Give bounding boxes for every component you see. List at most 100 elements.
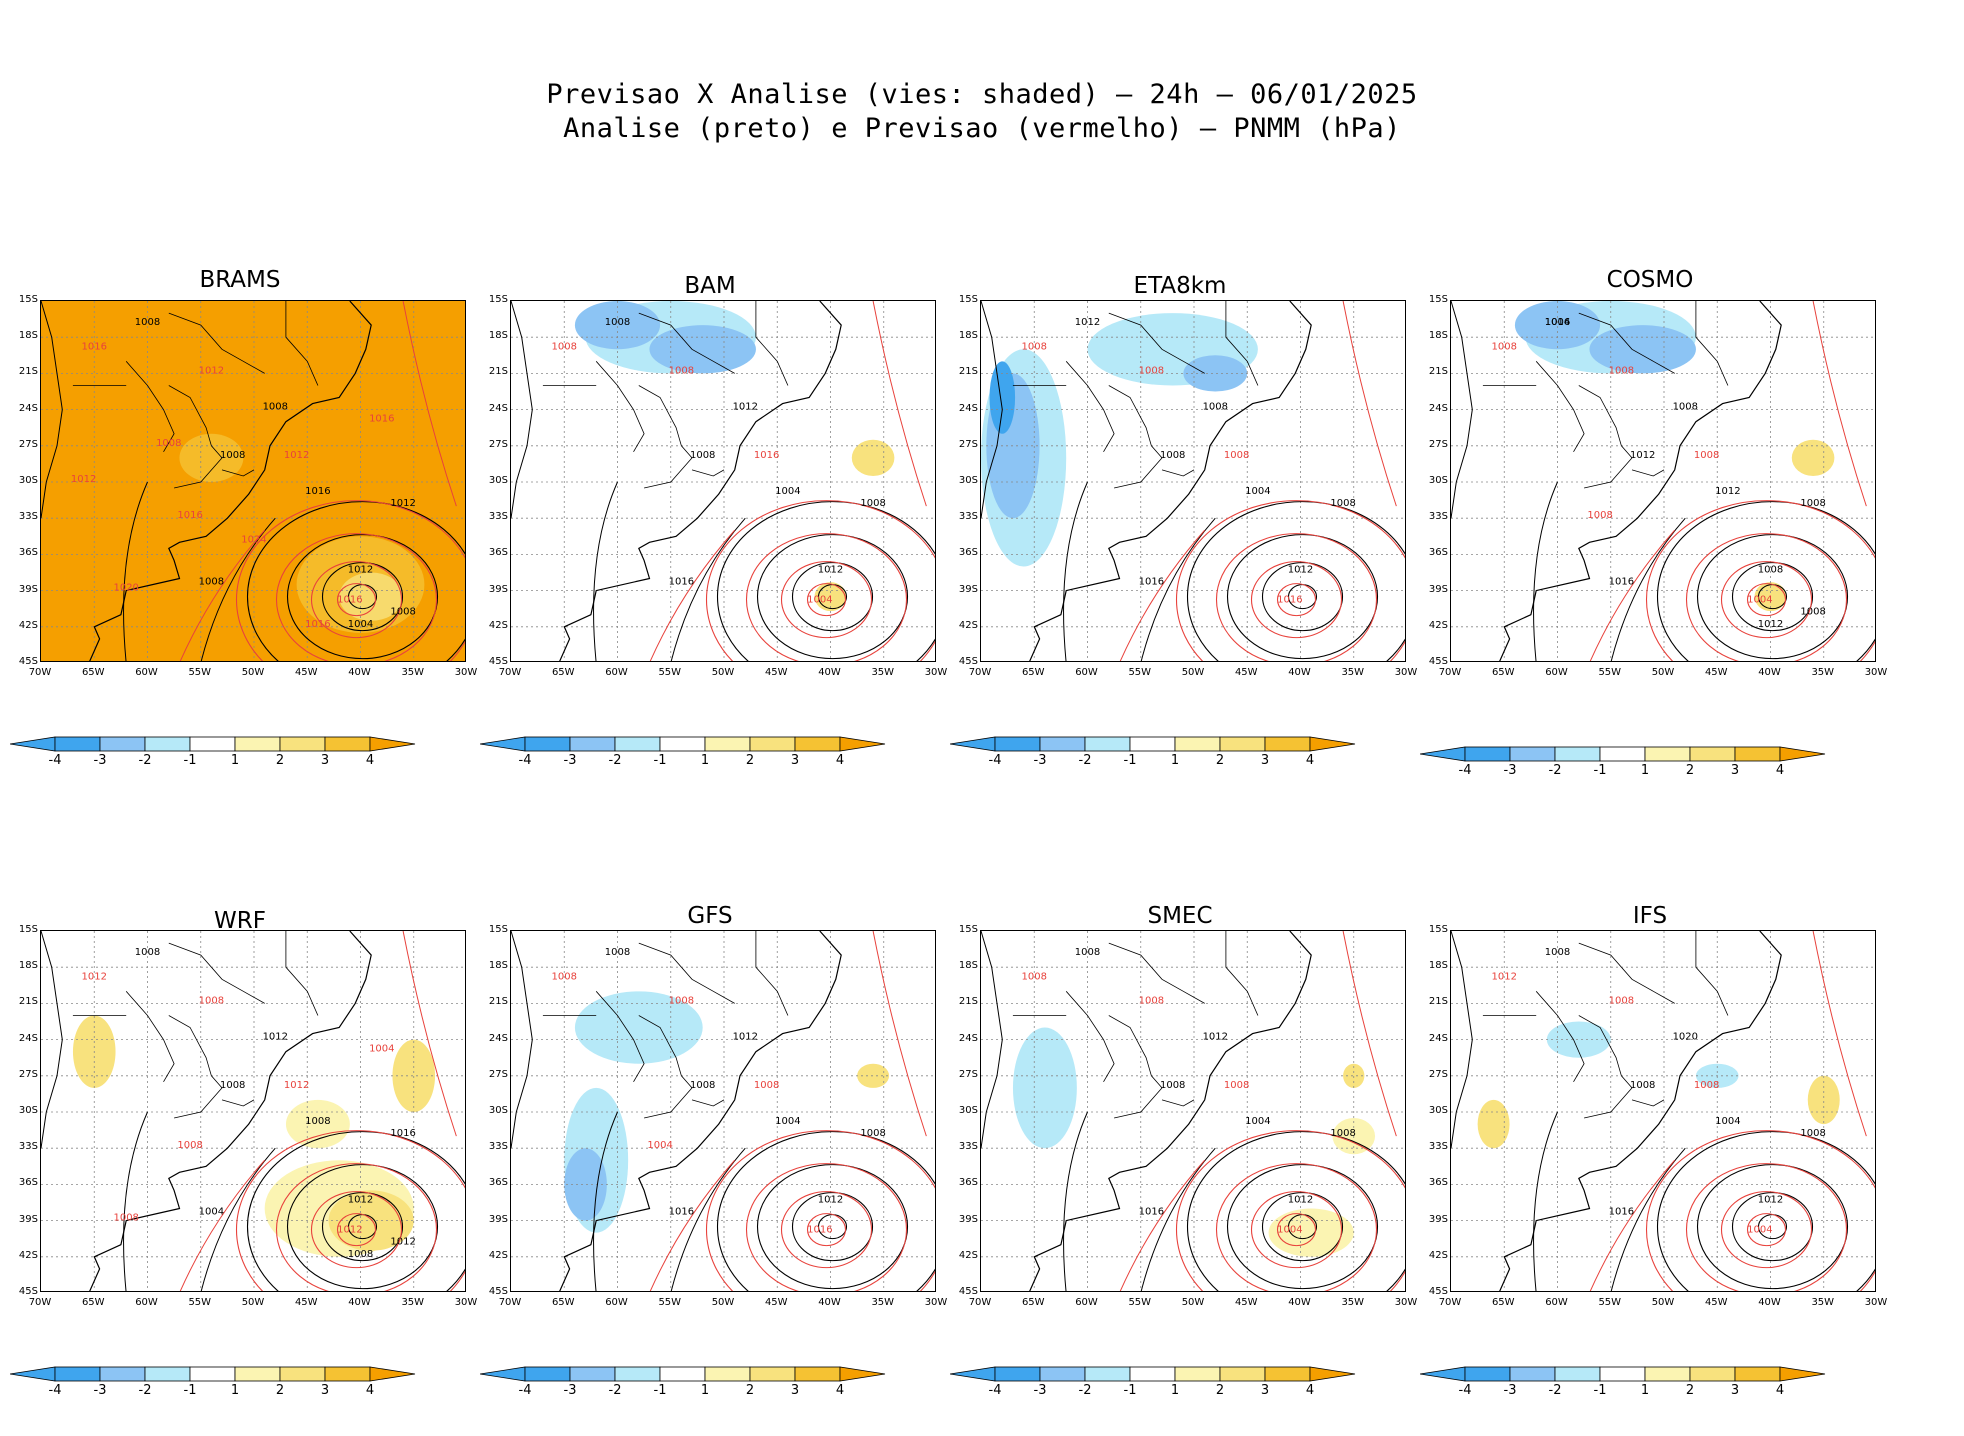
map-canvas: 1008 1012 1008 1012 1016 1008 1004 1008 1012 1012… [41,931,465,1291]
andes-border [41,301,63,519]
lat-tick-label: 33S [488,511,508,523]
panel-title: IFS [1632,903,1668,929]
analysis-isobar [1656,1131,1875,1291]
lat-tick-label: 15S [488,294,508,305]
lat-tick-label: 45S [488,656,508,667]
lat-tick-label: 33S [488,1141,508,1153]
analysis-contour-label: 1004 [199,1207,224,1218]
country-border [1225,301,1259,386]
lat-tick-label: 45S [1428,656,1448,667]
lon-tick-label: 35W [1811,1297,1835,1308]
country-border [1578,1015,1633,1119]
lat-tick-label: 18S [18,330,38,342]
lon-tick-label: 50W [1181,667,1205,678]
analysis-isobar [286,534,439,660]
lat-tick-label: 15S [18,294,38,305]
forecast-contour-label: 1012 [284,450,309,461]
country-border [1578,385,1633,489]
forecast-isobar [872,931,927,1137]
lat-tick-label: 18S [1428,330,1448,342]
figure-title: Previsao X Analise (vies: shaded) – 24h … [0,78,1964,146]
lat-tick-label: 39S [488,583,508,595]
title-line-1: Previsao X Analise (vies: shaded) – 24h … [546,79,1418,110]
analysis-contour-label: 1016 [390,1128,415,1139]
forecast-contour-label: 1008 [1492,341,1517,352]
colorbar-label: -3 [1033,753,1047,768]
analysis-contour-label: 1008 [1160,1080,1185,1091]
analysis-contour-label: 1008 [135,317,160,328]
lon-tick-label: 30W [454,1297,478,1308]
coastline [1499,931,1782,1291]
country-border [125,361,175,453]
colorbar-segment [324,1366,371,1382]
bias-area [1546,1021,1611,1058]
lon-tick-label: 60W [135,1297,158,1308]
colorbar-segment [1734,1366,1781,1382]
forecast-contour-label: 1016 [754,450,779,461]
analysis-contour-label: 1008 [390,607,415,618]
lat-tick-label: 21S [488,366,508,378]
forecast-isobar [1645,500,1875,661]
bias-area [1589,325,1696,374]
andes-border [1451,301,1473,519]
forecast-contour-label: 1004 [1747,595,1772,606]
country-border [638,312,735,374]
lon-tick-label: 45W [1704,667,1728,678]
lon-tick-label: 30W [1394,1297,1418,1308]
forecast-contour-label: 1012 [71,474,96,485]
country-border [691,1099,725,1107]
analysis-isobar [791,562,874,632]
analysis-contour-label: 1020 [1673,1032,1698,1043]
lat-tick-label: 27S [488,1068,508,1080]
analysis-isobar [286,1164,439,1290]
country-border [1535,991,1585,1083]
lat-tick-label: 21S [1428,996,1448,1008]
country-border [221,469,255,477]
colorbar-graphic [480,1366,886,1382]
forecast-contour-label: 1004 [369,1044,394,1055]
forecast-isobar [1720,1191,1813,1269]
lat-tick-label: 33S [958,511,978,523]
analysis-contour-label: 1008 [1075,947,1100,958]
lon-tick-label: 45W [294,1297,318,1308]
colorbar-label: -4 [988,1383,1002,1398]
colorbar-segment [189,1366,236,1382]
lat-tick-label: 36S [1428,547,1448,559]
forecast-isobar [336,1213,377,1247]
lat-tick-label: 36S [488,547,508,559]
forecast-isobar [1812,931,1867,1137]
colorbar-segment [704,1366,751,1382]
colorbar-segment [614,736,661,752]
analysis-contour-label: 1008 [860,498,885,509]
forecast-isobar [402,931,457,1137]
forecast-isobar [780,561,873,639]
colorbar-label: -2 [1548,763,1562,778]
map-panel-ifs: IFS 1008 1020 1008 1012 1008 1004 1016 1012 1008 1… [1410,885,1890,1398]
colorbar-segment [1264,736,1311,752]
lat-tick-label: 30S [958,475,978,486]
lon-tick-label: 45W [764,667,788,678]
lat-tick-label: 36S [1428,1177,1448,1189]
analysis-contour-label: 1012 [1075,317,1100,328]
forecast-contour-label: 1016 [807,1225,832,1236]
colorbar-segment [234,736,281,752]
forecast-contour-label: 1024 [241,534,266,545]
lon-tick-label: 55W [658,667,682,678]
lat-tick-label: 36S [958,1177,978,1189]
lon-tick-label: 55W [188,667,212,678]
analysis-contour-label: 1012 [390,1237,415,1248]
lat-tick-label: 33S [1428,511,1448,523]
lon-tick-label: 70W [498,1297,522,1308]
forecast-isobar [1175,1130,1405,1291]
analysis-contour-label: 1012 [1715,486,1740,497]
colorbar-label: 3 [790,1383,800,1398]
lon-tick-label: 55W [1128,667,1152,678]
forecast-isobar [649,1159,736,1291]
lon-tick-label: 35W [1341,1297,1365,1308]
country-border [285,301,319,386]
lon-tick-label: 45W [1704,1297,1728,1308]
colorbar-label: 3 [1260,753,1270,768]
colorbar-segment [1734,746,1781,762]
map-canvas: 1008 1012 1008 1012 1008 1004 1016 1008 1008 1008… [981,931,1405,1291]
forecast-isobar [705,500,935,661]
